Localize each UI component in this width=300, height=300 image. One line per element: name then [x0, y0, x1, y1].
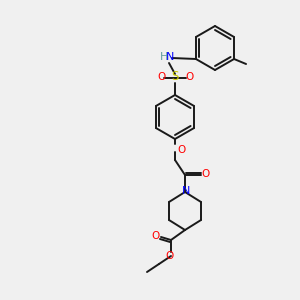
Text: S: S [171, 70, 179, 83]
Text: O: O [157, 72, 165, 82]
Text: N: N [166, 52, 174, 62]
Text: O: O [151, 231, 159, 241]
Text: O: O [166, 251, 174, 261]
Text: O: O [202, 169, 210, 179]
Text: N: N [182, 186, 190, 196]
Text: O: O [185, 72, 193, 82]
Text: O: O [177, 145, 185, 155]
Text: H: H [160, 52, 168, 62]
